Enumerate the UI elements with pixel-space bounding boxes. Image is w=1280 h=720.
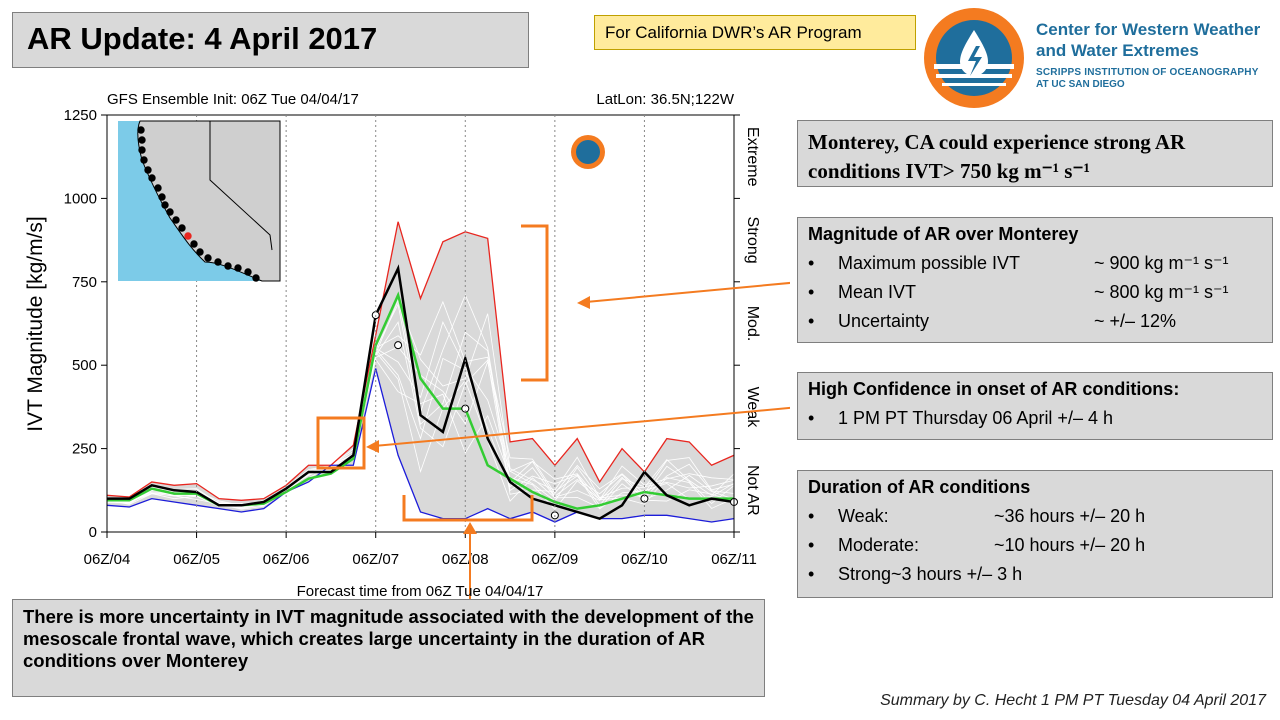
chart-title-right: LatLon: 36.5N;122W (596, 91, 734, 108)
x-tick-label: 06Z/07 (352, 551, 399, 568)
inset-track-point (161, 201, 169, 209)
x-tick-label: 06Z/04 (84, 551, 131, 568)
x-tick-label: 06Z/08 (442, 551, 489, 568)
inset-track-point (144, 166, 152, 174)
chart-logo-core (576, 140, 600, 164)
arrow-head (366, 440, 379, 453)
inset-track-point (196, 248, 204, 256)
y-tick-label: 250 (72, 441, 97, 458)
list-item: • Weak: ~36 hours +/– 20 h (808, 506, 1146, 526)
x-tick-label: 06Z/06 (263, 551, 310, 568)
chart-series (106, 221, 738, 523)
inset-track-point (224, 262, 232, 270)
magnitude-panel: Magnitude of AR over Monterey • Maximum p… (797, 217, 1273, 343)
y-axis-label: IVT Magnitude [kg/m/s] (24, 216, 47, 432)
series-min (106, 368, 735, 523)
chart-annotations (316, 135, 790, 600)
cw3e-logo: Center for Western Weather and Water Ext… (922, 6, 1280, 110)
arrow-head (577, 296, 590, 309)
category-label: Mod. (744, 306, 761, 342)
inset-track-point (166, 208, 174, 216)
y-tick-label: 1250 (64, 107, 97, 124)
uncertainty-note: There is more uncertainty in IVT magnitu… (12, 599, 765, 697)
duration-panel: Duration of AR conditions • Weak: ~36 hour… (797, 470, 1273, 598)
x-tick-label: 06Z/11 (711, 551, 757, 568)
x-tick-label: 06Z/09 (532, 551, 579, 568)
cw3e-logo-icon (924, 8, 1024, 108)
headline-statement: Monterey, CA could experience strong AR … (797, 120, 1273, 187)
ivt-chart: 0 250 500 750 1000 1250 06Z/04 06Z/05 06Z/06 06Z/… (24, 91, 790, 600)
inset-track-point (184, 232, 192, 240)
category-label: Strong (744, 217, 761, 264)
summary-credit: Summary by C. Hecht 1 PM PT Tuesday 04 A… (880, 692, 1266, 709)
inset-track-point (137, 126, 145, 134)
arrow-magnitude (585, 281, 790, 303)
inset-track-point (158, 193, 166, 201)
page-title: AR Update: 4 April 2017 (12, 12, 529, 68)
program-label: For California DWR’s AR Program (594, 15, 916, 50)
magnitude-heading: Magnitude of AR over Monterey (808, 224, 1079, 244)
ensemble-spread (107, 221, 734, 522)
inset-track-point (204, 254, 212, 262)
control-marker (394, 341, 403, 350)
onset-panel: High Confidence in onset of AR condition… (797, 372, 1273, 440)
list-item: • Moderate: ~10 hours +/– 20 h (808, 535, 1146, 555)
chart-axes: 0 250 500 750 1000 1250 06Z/04 06Z/05 06Z/06 06Z/… (64, 107, 761, 568)
ensemble-member-line (106, 300, 735, 506)
logo-line2: and Water Extremes (1036, 41, 1199, 60)
series-max (106, 221, 735, 501)
inset-track-point (244, 268, 252, 276)
arrow-head (463, 522, 477, 534)
y-tick-label: 1000 (64, 190, 97, 207)
list-item: • 1 PM PT Thursday 06 April +/– 4 h (808, 408, 1113, 428)
inset-track-point (140, 156, 148, 164)
inset-track-point (148, 174, 156, 182)
list-item: • Mean IVT ~ 800 kg m⁻¹ s⁻¹ (808, 282, 1229, 302)
ensemble-member-line (106, 320, 735, 508)
inset-track-point (172, 216, 180, 224)
y-tick-label: 0 (89, 524, 97, 541)
onset-box (316, 416, 366, 470)
list-item: • Uncertainty ~ +/– 12% (808, 311, 1177, 331)
inset-border (209, 121, 273, 251)
duration-bracket (402, 495, 534, 522)
series-control (107, 264, 735, 521)
logo-line1: Center for Western Weather (1036, 20, 1261, 39)
inset-track-point (138, 146, 146, 154)
x-tick-label: 06Z/05 (173, 551, 220, 568)
y-tick-label: 500 (72, 357, 97, 374)
category-label: Extreme (744, 127, 761, 187)
x-axis-label: Forecast time from 06Z Tue 04/04/17 (297, 583, 544, 600)
inset-track-point (214, 258, 222, 266)
list-item: • Strong~3 hours +/– 3 h (808, 564, 1023, 584)
inset-track-point (154, 184, 162, 192)
duration-heading: Duration of AR conditions (808, 477, 1031, 497)
range-bracket (521, 224, 549, 382)
onset-heading: High Confidence in onset of AR condition… (808, 379, 1180, 399)
inset-track-point (138, 136, 146, 144)
logo-line3: SCRIPPS INSTITUTION OF OCEANOGRAPHY (1036, 67, 1259, 78)
ensemble-member-line (106, 358, 735, 511)
inset-track-point (234, 264, 242, 272)
inset-map (118, 120, 281, 282)
plot-frame (106, 114, 735, 533)
spread-area (107, 221, 734, 522)
list-item: • Maximum possible IVT ~ 900 kg m⁻¹ s⁻¹ (808, 253, 1229, 273)
y-tick-label: 750 (72, 274, 97, 291)
inset-track-point (190, 240, 198, 248)
inset-track-point (178, 224, 186, 232)
chart-title-left: GFS Ensemble Init: 06Z Tue 04/04/17 (107, 91, 359, 108)
x-tick-label: 06Z/10 (621, 551, 668, 568)
inset-track-point (252, 274, 260, 282)
arrow-onset (373, 406, 790, 447)
logo-line4: AT UC SAN DIEGO (1036, 79, 1125, 90)
category-label: Not AR (744, 465, 761, 516)
category-label: Weak (744, 387, 761, 429)
